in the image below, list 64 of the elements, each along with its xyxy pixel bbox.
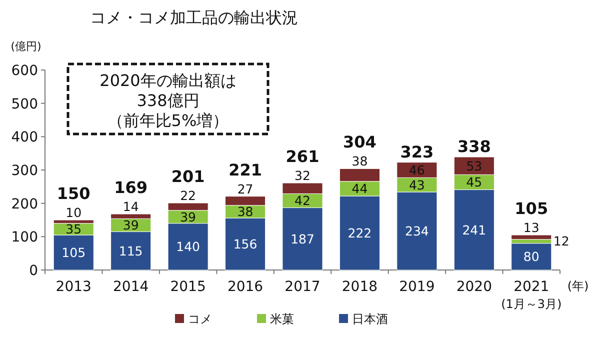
total-label: 201: [171, 167, 205, 186]
x-axis-title: (年): [567, 279, 589, 293]
x-tick-label: 2021: [514, 279, 550, 295]
legend-label: 米菓: [270, 312, 294, 326]
data-label: 44: [352, 181, 368, 196]
data-label: 27: [237, 181, 254, 196]
y-tick-label: 100: [11, 230, 38, 246]
x-tick-label: 2018: [342, 279, 378, 295]
data-label: 38: [237, 204, 254, 220]
x-tick-label: 2013: [56, 279, 92, 295]
text: (1月～3月): [501, 297, 562, 311]
total-label: 105: [514, 199, 548, 218]
y-axis-title: (億円): [10, 40, 42, 53]
data-label: 38: [352, 154, 368, 169]
data-label: 39: [180, 209, 196, 224]
data-label: 187: [290, 231, 314, 246]
bar: [511, 234, 552, 240]
x-tick-label: 2014: [113, 279, 149, 295]
total-label: 304: [343, 132, 376, 152]
data-label: 53: [466, 158, 482, 174]
total-label: 150: [56, 184, 90, 203]
x-tick-label: 2015: [170, 279, 206, 295]
data-label: 14: [122, 199, 139, 214]
legend-label: コメ: [188, 312, 212, 326]
data-label: 234: [405, 224, 429, 238]
data-label: 115: [118, 243, 143, 258]
bar: [511, 243, 552, 270]
data-label: 105: [62, 245, 86, 260]
x-tick-label: 2016: [227, 279, 264, 295]
total-label: 338: [457, 137, 491, 156]
data-label: 42: [294, 193, 310, 208]
x-tick-label: 2020: [456, 279, 492, 295]
data-label: 32: [294, 168, 310, 183]
data-label: 43: [408, 177, 425, 192]
y-tick-label: 600: [11, 63, 38, 79]
data-label: 241: [462, 222, 486, 238]
data-label: 140: [176, 239, 200, 254]
y-tick-label: 0: [29, 263, 38, 279]
data-label: 22: [180, 188, 196, 203]
chart-title: コメ・コメ加工品の輸出状況: [90, 8, 298, 27]
legend-label: 日本酒: [352, 312, 388, 326]
data-label: 12: [553, 233, 570, 248]
annotation: 2020年の輸出額は: [100, 71, 236, 90]
data-label: 222: [348, 226, 372, 240]
data-label: 45: [466, 174, 482, 190]
data-label: 35: [66, 222, 82, 237]
y-tick-label: 300: [11, 163, 38, 179]
data-label: 10: [66, 205, 82, 220]
data-label: 80: [523, 249, 540, 264]
data-label: 13: [523, 220, 540, 235]
total-label: 169: [114, 178, 148, 197]
y-tick-label: 500: [11, 96, 38, 112]
annotation: （前年比5%増）: [107, 111, 229, 130]
annotation: 338億円: [136, 91, 200, 110]
data-label: 46: [408, 162, 425, 178]
total-label: 323: [400, 142, 434, 162]
y-tick-label: 200: [11, 196, 38, 212]
data-label: 156: [233, 236, 258, 252]
total-label: 221: [228, 160, 262, 180]
x-tick-label: 2017: [284, 279, 320, 295]
x-tick-label: 2019: [399, 279, 435, 295]
data-label: 39: [122, 218, 139, 233]
y-tick-label: 400: [11, 130, 38, 146]
total-label: 261: [286, 147, 320, 166]
